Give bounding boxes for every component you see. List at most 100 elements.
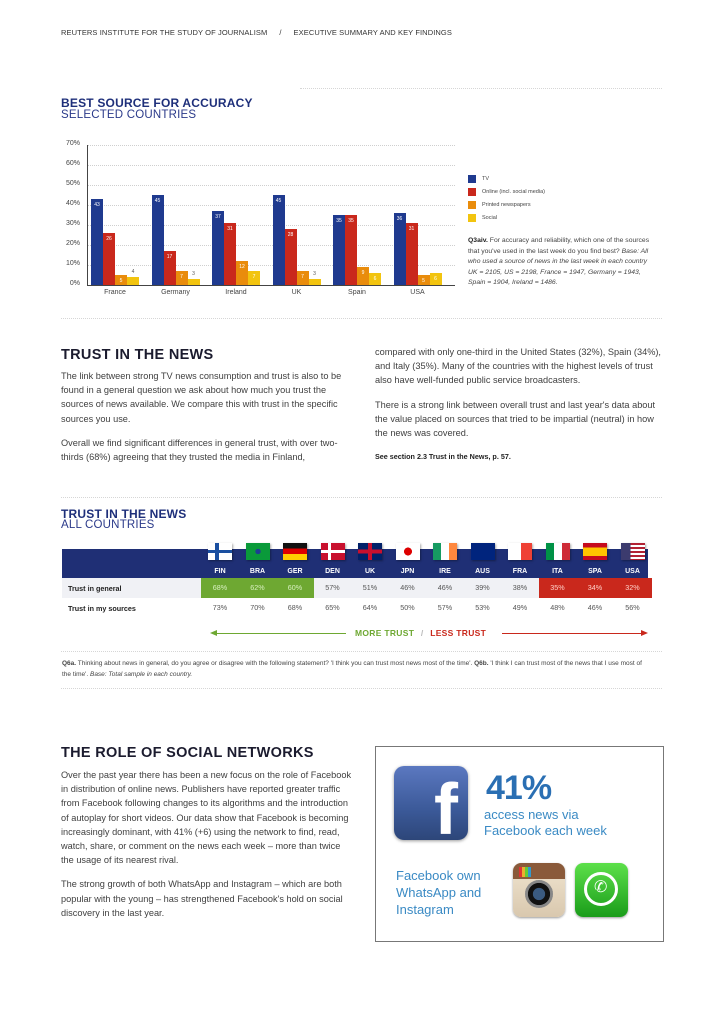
flag-fin-icon (208, 543, 232, 560)
flag-bra-icon (245, 543, 270, 560)
bar-value-label: 5 (422, 278, 425, 284)
accuracy-subtitle: SELECTED COUNTRIES (61, 109, 197, 121)
bar-value-label: 3 (313, 271, 316, 277)
legend-swatch (468, 174, 476, 183)
divider (61, 651, 662, 652)
arrow-right-icon (641, 630, 648, 636)
bar-value-label: 12 (239, 264, 245, 270)
bar-value-label: 45 (154, 198, 161, 204)
column-header-usa: USA (615, 543, 651, 578)
y-tick-label: 60% (65, 160, 80, 167)
y-tick-label: 20% (65, 240, 80, 247)
table-cell: 57% (437, 603, 453, 612)
instagram-lens (525, 880, 553, 908)
country-code: UK (364, 568, 376, 575)
paragraph: The link between strong TV news consumpt… (61, 371, 342, 424)
note-base: Base: Total sample in each country. (89, 670, 193, 678)
column-header-spa: SPA (577, 543, 613, 578)
table-cell: 48% (550, 603, 565, 612)
gridline (88, 185, 455, 186)
trust-col2: compared with only one-third in the Unit… (375, 345, 665, 474)
table-cell: 68% (201, 578, 239, 598)
bar-group: 45 28 7 3 (272, 140, 321, 285)
facebook-owns-text: Facebook own WhatsApp and Instagram (396, 867, 481, 918)
country-code: JPN (400, 568, 415, 575)
arrow-line-red (502, 633, 642, 634)
table-cell: 53% (475, 603, 490, 612)
x-category-label: France (104, 289, 126, 296)
bar-value-label: 9 (361, 270, 365, 276)
slash: / (420, 628, 424, 638)
bar-value-label: 37 (215, 214, 221, 220)
bar: 43 (91, 199, 103, 285)
column-header-ire: IRE (427, 543, 463, 578)
trust-scale-label: MORE TRUST / LESS TRUST (355, 628, 486, 638)
trust-heading: TRUST IN THE NEWS (61, 347, 214, 363)
table-cell: 68% (287, 603, 303, 612)
bar: 9 (357, 267, 369, 285)
table-cell: 46% (437, 583, 453, 592)
bar-value-label: 43 (94, 202, 100, 208)
bar: 35 (333, 215, 345, 285)
bar: 5 (115, 275, 127, 285)
flag-usa-icon (620, 543, 645, 560)
y-tick-label: 40% (65, 200, 80, 207)
gridline (88, 165, 455, 166)
bar-value-label: 4 (131, 269, 135, 275)
bar-value-label: 28 (287, 232, 294, 238)
bar: 31 (224, 223, 236, 285)
bar: 31 (405, 223, 418, 285)
accuracy-note: Q3aiv. For accuracy and reliability, whi… (468, 236, 658, 289)
less-trust-label: LESS TRUST (430, 628, 487, 638)
header-separator: / (279, 28, 282, 37)
more-trust-label: MORE TRUST (355, 628, 415, 638)
x-category-label: USA (410, 289, 425, 296)
bar-group: 43 26 5 4 (91, 140, 139, 285)
bar-value-label: 6 (434, 276, 437, 282)
chart-legend: TV Online (incl. social media) Printed new… (468, 172, 545, 224)
y-tick-label: 70% (65, 140, 80, 147)
flag-ger-icon (283, 543, 307, 560)
table-cell: 60% (276, 578, 314, 598)
gridline (88, 145, 455, 146)
bar: 5 (417, 275, 430, 285)
table-cell: 38% (512, 583, 528, 592)
bar-group: 37 31 12 7 (212, 140, 260, 285)
column-header-fra: FRA (502, 543, 538, 578)
gridline (88, 205, 455, 206)
country-code: SPA (588, 568, 602, 575)
bar-value-label: 36 (396, 216, 403, 222)
paragraph: There is a strong link between overall t… (375, 399, 656, 439)
gridline (88, 245, 455, 246)
running-header: REUTERS INSTITUTE FOR THE STUDY OF JOURN… (61, 28, 452, 37)
q6b-text: 'I think I can trust most of the news th… (62, 660, 642, 678)
column-header-den: DEN (315, 543, 351, 578)
desc-line: access news via (484, 807, 579, 822)
country-code: FRA (512, 568, 528, 575)
bar-group: 36 31 5 6 (393, 140, 442, 285)
whatsapp-logo-icon: ✆ (575, 863, 628, 917)
bar-group: 45 17 7 3 (151, 140, 200, 285)
facebook-logo-icon: f (394, 766, 468, 840)
bar: 17 (163, 251, 176, 285)
y-tick-label: 50% (65, 180, 80, 187)
q6b-id: Q6b. (474, 660, 489, 667)
bar-value-label: 5 (119, 278, 123, 284)
y-axis (87, 145, 88, 285)
bar: 45 (272, 195, 285, 285)
column-header-fin: FIN (202, 543, 238, 578)
bar-value-label: 7 (180, 274, 183, 280)
row-label: Trust in my sources (68, 604, 136, 613)
table-cell: 34% (576, 578, 614, 598)
bar: 6 (429, 273, 442, 285)
table-cell: 73% (212, 603, 228, 612)
flag-den-icon (320, 543, 345, 560)
paragraph: compared with only one-third in the Unit… (375, 347, 661, 386)
country-code: GER (287, 568, 303, 575)
x-category-label: Spain (348, 289, 366, 296)
bar: 7 (175, 271, 188, 285)
table-row: Trust in general 68% 62% 60% 57% 51% 46% 46% 39… (62, 578, 652, 598)
table-row: Trust in my sources 73% 70% 68% 65% 64% 50% 57… (62, 598, 648, 618)
flag-spa-icon (583, 543, 607, 560)
x-category-label: Germany (161, 289, 190, 296)
